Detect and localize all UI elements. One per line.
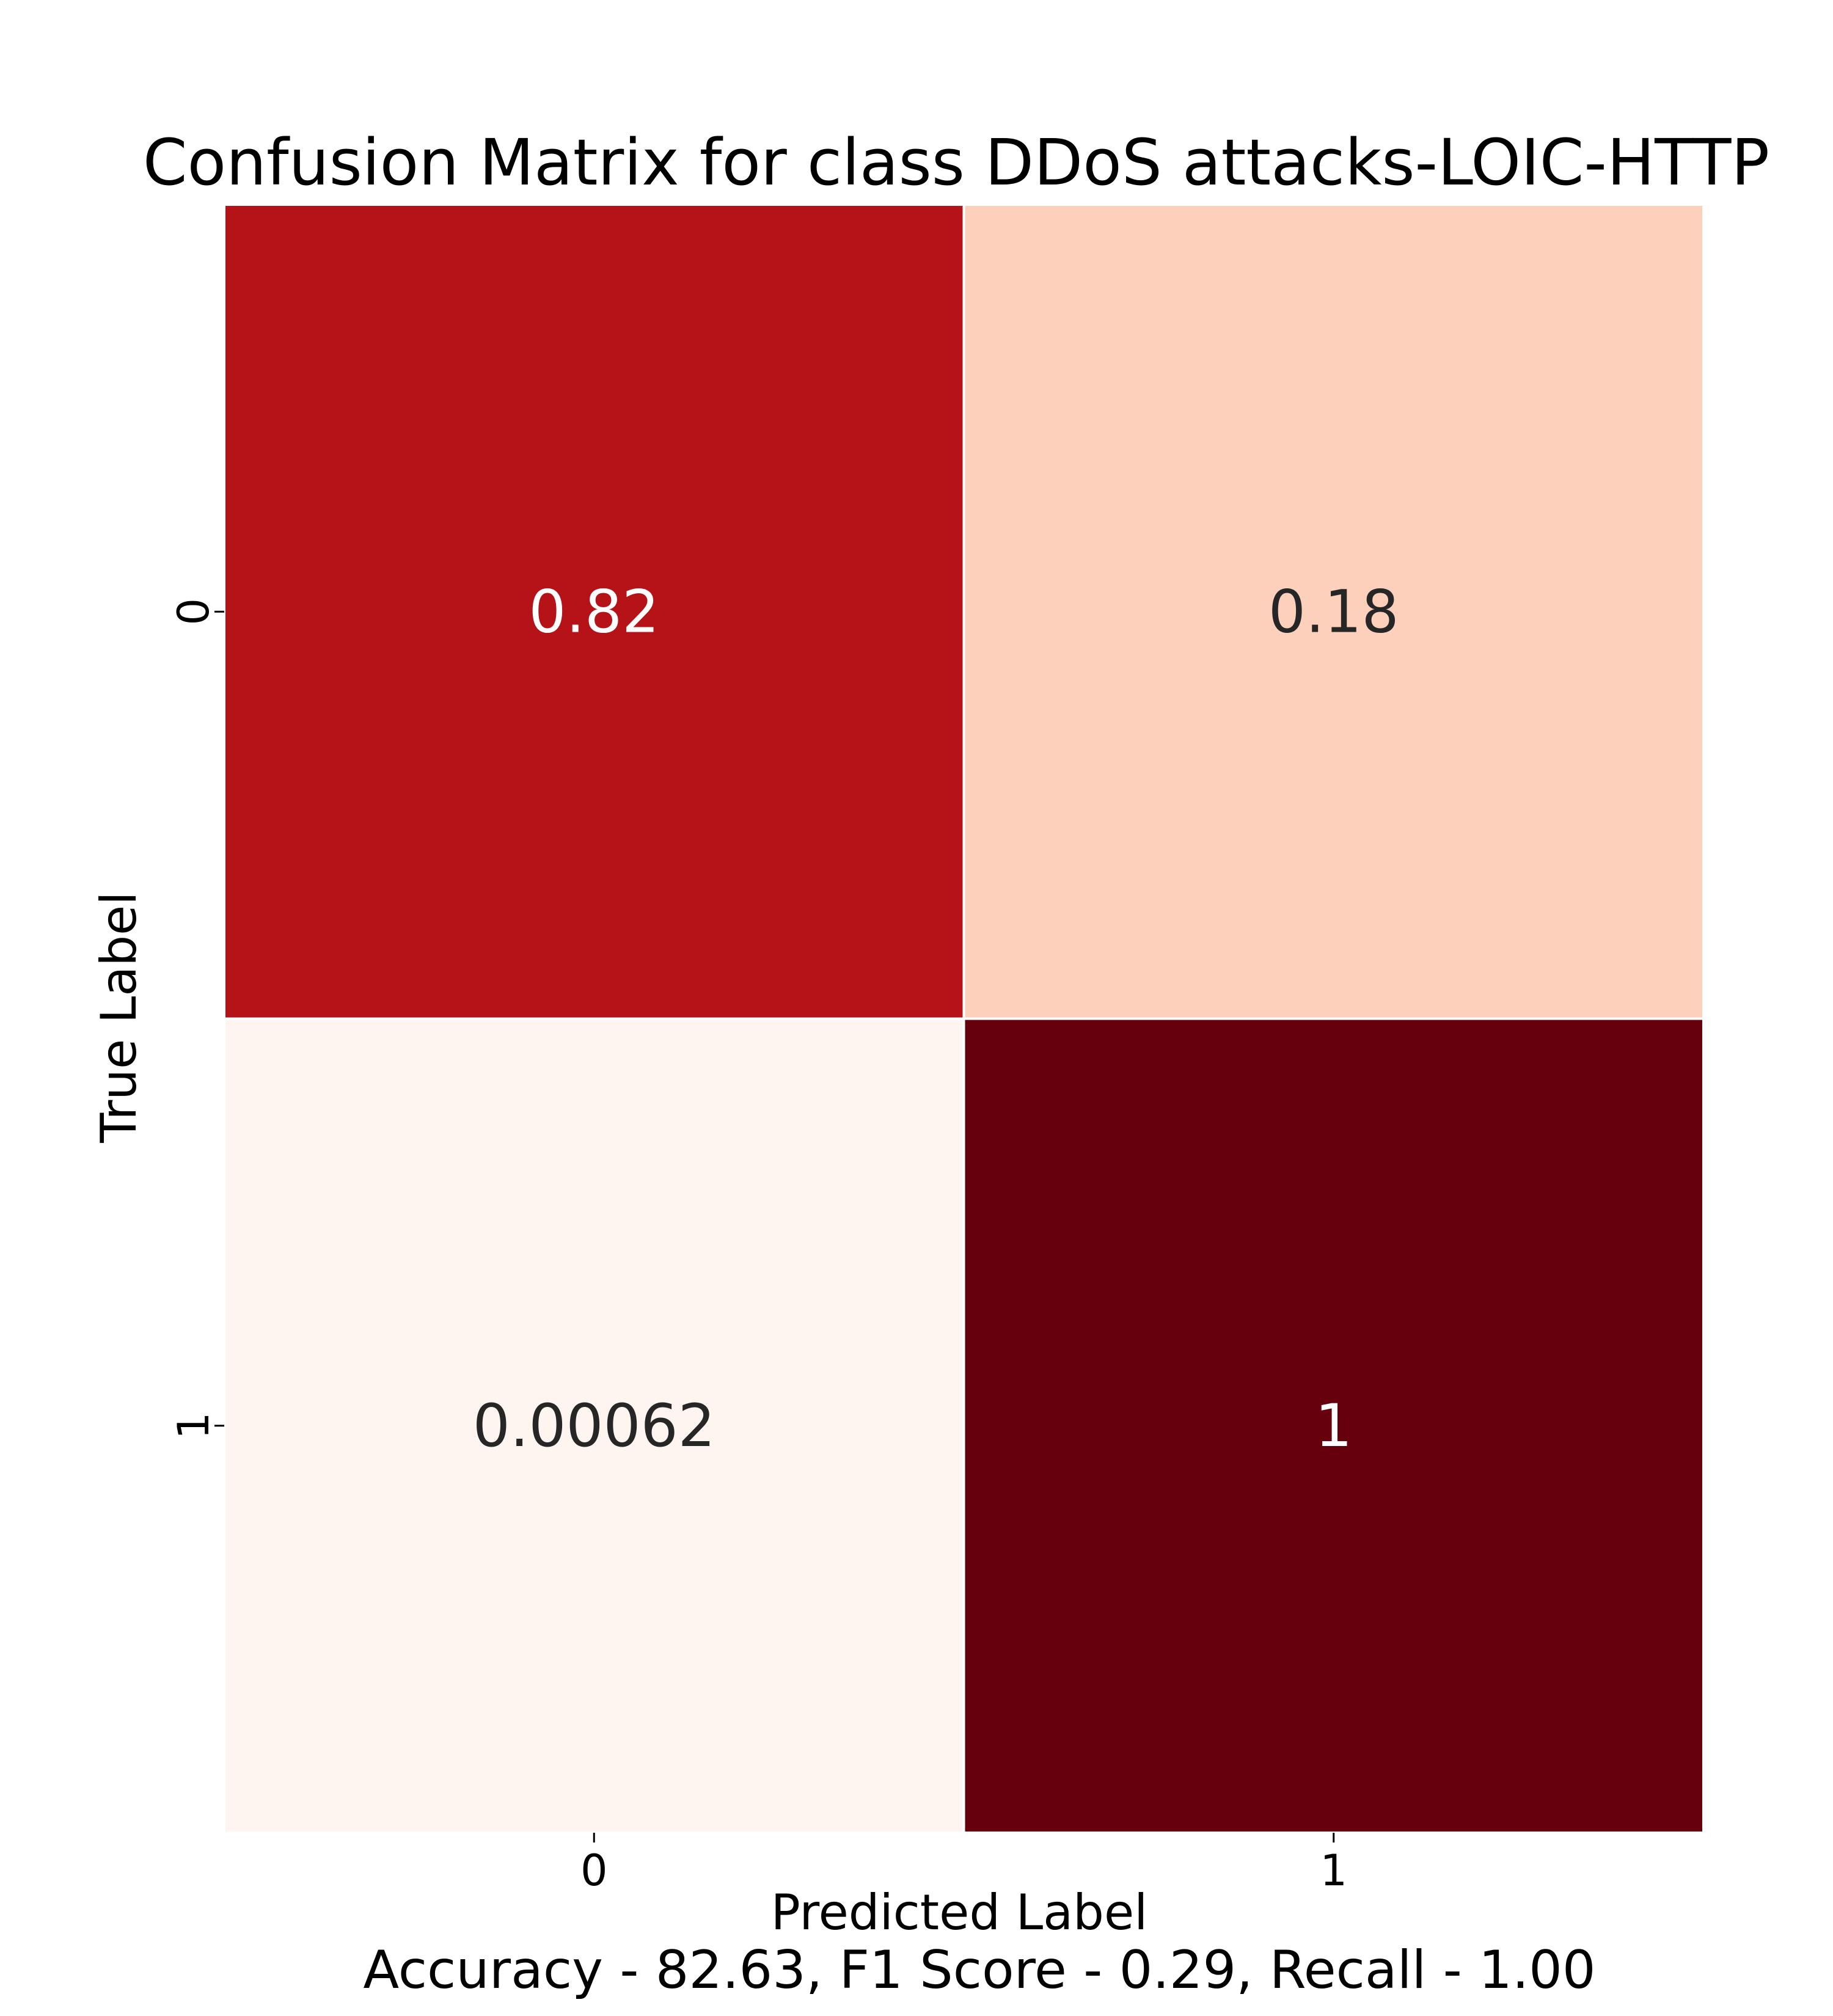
y-axis-ticks: 01 (169, 598, 224, 1439)
cell-annotation-0-0: 0.82 (529, 577, 659, 646)
y-tick-label-0: 0 (169, 598, 219, 626)
chart-title: Confusion Matrix for class DDoS attacks-… (143, 125, 1769, 200)
y-tick-label-1: 1 (169, 1412, 219, 1439)
x-axis-label: Predicted Label (771, 1884, 1148, 1941)
heatmap-cell-0-0 (223, 203, 965, 1020)
cell-annotation-1-0: 0.00062 (473, 1392, 715, 1460)
heatmap-cells (223, 203, 1705, 1834)
y-axis-label: True Label (90, 891, 147, 1143)
cell-annotation-0-1: 0.18 (1268, 577, 1399, 646)
heatmap-cell-0-1 (962, 203, 1705, 1020)
cell-annotation-1-1: 1 (1315, 1392, 1352, 1460)
metrics-footer: Accuracy - 82.63, F1 Score - 0.29, Recal… (363, 1940, 1595, 2001)
x-tick-label-0: 0 (580, 1846, 608, 1896)
x-tick-label-1: 1 (1320, 1846, 1347, 1896)
heatmap-cell-1-0 (223, 1017, 965, 1834)
heatmap-cell-1-1 (962, 1017, 1705, 1834)
cell-annotations: 0.82 0.18 0.00062 1 (473, 577, 1399, 1460)
